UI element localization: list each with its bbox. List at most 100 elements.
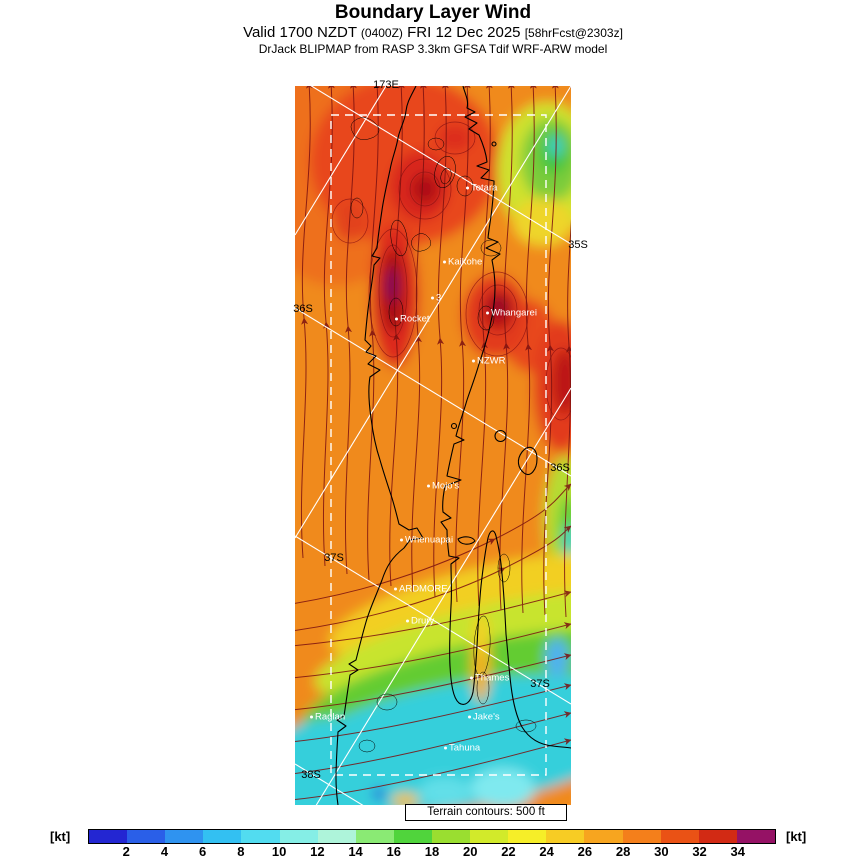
place-marker-dot [400, 538, 403, 542]
graticule-label: 36S [550, 462, 570, 474]
terrain-note: Terrain contours: 500 ft [405, 804, 567, 821]
place-name: ARDMORE [399, 583, 448, 595]
place-name: Whangarei [491, 307, 537, 319]
place-label: ARDMORE [394, 584, 448, 595]
colorbar-ticks: 2 4 6 8 10 12 14 16 18 20 22 24 26 28 30 32 34 [88, 844, 776, 860]
place-name: Thames [475, 672, 510, 684]
place-label: Mojo's [427, 481, 459, 492]
colorbar-segment [660, 830, 699, 843]
place-name: Totara [471, 182, 498, 194]
colorbar-tick-label: 34 [730, 844, 745, 859]
graticule-label: 38S [301, 769, 321, 781]
colorbar-tick-label: 8 [237, 844, 245, 859]
place-marker-dot [310, 715, 313, 719]
place-name: Drury [411, 615, 435, 627]
wind-streamlines [295, 86, 571, 801]
colorbar-segment [508, 830, 547, 843]
valid-line: Valid 1700 NZDT (0400Z) FRI 12 Dec 2025 … [0, 24, 850, 42]
place-marker-dot [394, 587, 397, 591]
place-marker-dot [468, 715, 471, 719]
colorbar-tick-label: 32 [692, 844, 707, 859]
valid-date: FRI 12 Dec 2025 [407, 24, 521, 41]
colorbar-tick-label: 10 [271, 844, 287, 859]
colorbar-tick-label: 30 [654, 844, 669, 859]
place-marker-dot [406, 619, 409, 623]
colorbar-tick-label: 14 [348, 844, 363, 859]
model-domain-box [330, 114, 547, 776]
place-marker-dot [470, 676, 473, 680]
colorbar-segment [203, 830, 242, 843]
coastline [335, 86, 571, 805]
place-marker-dot [443, 260, 446, 264]
model-line: DrJack BLIPMAP from RASP 3.3km GFSA Tdif… [258, 42, 608, 56]
place-label: 3 [431, 293, 441, 304]
place-name: Tahuna [449, 742, 481, 754]
colorbar-tick-label: 28 [615, 844, 631, 859]
colorbar-segment [698, 830, 737, 843]
page-title: Boundary Layer Wind [334, 2, 532, 23]
colorbar-tick-label: 6 [199, 844, 207, 859]
place-marker-dot [431, 296, 434, 300]
place-label: Whenuapai [400, 535, 453, 546]
colorbar-tick-label: 26 [577, 844, 593, 859]
place-label: Totara [466, 183, 497, 194]
graticule-label: 37S [324, 552, 344, 564]
wind-speed-field [295, 86, 571, 805]
colorbar-segment [279, 830, 318, 843]
place-label: Rocket [395, 314, 430, 325]
graticule-lines [295, 86, 571, 805]
graticule-label: 173E [373, 79, 399, 91]
colorbar-segment [89, 830, 128, 843]
valid-prefix: Valid 1700 NZDT [243, 24, 357, 41]
colorbar-segment [431, 830, 471, 843]
place-label: Kaikohe [443, 257, 482, 268]
colorbar-segment [546, 830, 585, 843]
colorbar-segment [393, 830, 432, 843]
place-name: Kaikohe [448, 256, 483, 268]
place-name: Rocket [400, 313, 430, 325]
place-name: Whenuapai [405, 534, 454, 546]
colorbar-segment [622, 830, 661, 843]
place-marker-dot [472, 359, 475, 363]
place-label: Whangarei [486, 308, 537, 319]
place-name: Jake's [473, 711, 500, 723]
colorbar-tick-label: 16 [386, 844, 401, 859]
place-name: 3 [436, 292, 442, 304]
colorbar-unit-left: [kt] [50, 829, 71, 844]
colorbar-segment [470, 830, 509, 843]
place-marker-dot [427, 484, 430, 488]
valid-zulu: (0400Z) [360, 26, 403, 40]
place-label: Raglan [310, 712, 345, 723]
wind-map [295, 86, 571, 805]
place-label: Tahuna [444, 743, 480, 754]
colorbar-tick-label: 22 [501, 844, 516, 859]
colorbar-segment [127, 830, 166, 843]
valid-fcst: [58hrFcst@2303z] [524, 26, 623, 40]
colorbar-segment [165, 830, 204, 843]
place-name: NZWR [477, 355, 506, 367]
colorbar-segment [241, 830, 280, 843]
colorbar-segment [317, 830, 356, 843]
place-name: Mojo's [432, 480, 460, 492]
place-label: Drury [406, 616, 434, 627]
colorbar-tick-label: 2 [122, 844, 130, 859]
place-marker-dot [395, 317, 398, 321]
colorbar-tick-label: 18 [424, 844, 440, 859]
colorbar-tick-label: 24 [539, 844, 554, 859]
colorbar-segment [736, 830, 775, 843]
graticule-label: 35S [568, 239, 588, 251]
place-name: Raglan [315, 711, 346, 723]
colorbar-tick-label: 12 [310, 844, 325, 859]
place-label: Jake's [468, 712, 500, 723]
place-label: Thames [470, 673, 509, 684]
colorbar [88, 829, 776, 844]
graticule-label: 36S [293, 303, 313, 315]
colorbar-segment [584, 830, 623, 843]
colorbar-segment [355, 830, 394, 843]
colorbar-tick-label: 4 [160, 844, 169, 859]
wind-field-canvas [295, 86, 571, 805]
colorbar-tick-label: 20 [462, 844, 478, 859]
terrain-contours [350, 117, 537, 753]
place-label: NZWR [472, 356, 506, 367]
